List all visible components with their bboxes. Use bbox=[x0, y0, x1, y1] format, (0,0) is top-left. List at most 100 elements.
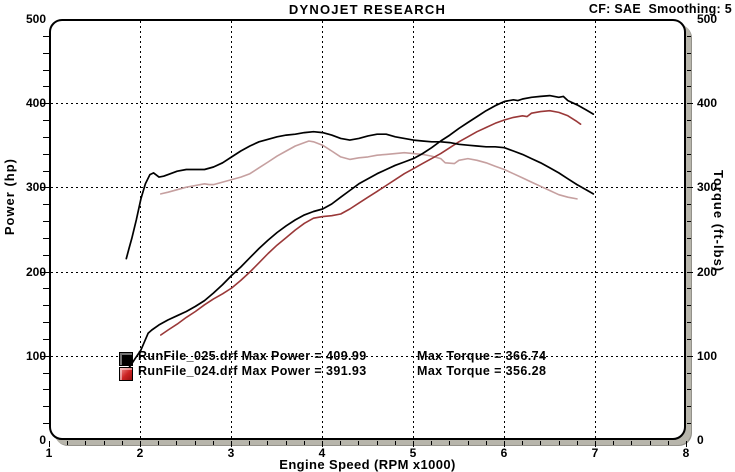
gridline-horizontal-100 bbox=[51, 355, 684, 357]
left-axis-tick bbox=[43, 136, 49, 138]
bottom-axis-tick bbox=[504, 441, 505, 447]
rpm-axis-tick-label-2: 2 bbox=[136, 446, 144, 460]
right-axis-tick bbox=[687, 355, 693, 357]
bottom-axis-tick bbox=[267, 441, 269, 445]
right-axis-tick bbox=[687, 153, 691, 155]
bottom-axis-tick bbox=[449, 441, 451, 445]
bottom-axis-tick bbox=[467, 441, 469, 445]
bottom-axis-tick bbox=[49, 441, 50, 447]
right-axis-tick bbox=[687, 86, 691, 88]
power-axis-tick-label-0: 0 bbox=[39, 433, 46, 447]
power-axis-tick-label-300: 300 bbox=[25, 180, 46, 195]
gridline-vertical-7 bbox=[595, 21, 596, 439]
torque-axis-tick-label-200: 200 bbox=[697, 264, 718, 279]
left-axis-tick bbox=[43, 305, 49, 307]
right-axis-tick bbox=[687, 406, 691, 408]
bottom-axis-tick bbox=[667, 441, 669, 445]
bottom-axis-tick bbox=[303, 441, 305, 445]
bottom-axis-tick bbox=[249, 441, 251, 445]
rpm-axis-tick-label-7: 7 bbox=[591, 446, 599, 460]
right-axis-tick bbox=[687, 170, 691, 172]
power-axis-tick-label-400: 400 bbox=[25, 96, 46, 111]
gridline-horizontal-300 bbox=[51, 187, 684, 189]
gridline-vertical-2 bbox=[140, 21, 141, 439]
left-axis-tick bbox=[43, 322, 49, 324]
curve-runfile024-power bbox=[160, 109, 582, 336]
left-axis-tick bbox=[43, 338, 49, 340]
left-axis-tick bbox=[43, 237, 49, 239]
bottom-axis-tick bbox=[631, 441, 633, 445]
left-axis-tick bbox=[43, 86, 49, 88]
right-axis-tick bbox=[687, 69, 691, 71]
right-axis-tick bbox=[687, 322, 691, 324]
right-axis-tick bbox=[687, 305, 691, 307]
torque-axis-title: Torque (ft-lbs) bbox=[711, 170, 726, 273]
left-axis-tick bbox=[43, 254, 49, 256]
left-axis-tick bbox=[43, 423, 49, 425]
left-axis-tick bbox=[40, 187, 49, 189]
left-axis-tick bbox=[43, 69, 49, 71]
legend-swatch-runfile025 bbox=[119, 352, 133, 366]
legend-max-torque-runfile024: Max Torque = 356.28 bbox=[417, 364, 547, 378]
gridline-vertical-3 bbox=[231, 21, 232, 439]
power-axis-tick-label-500: 500 bbox=[25, 12, 46, 26]
chart-title: DYNOJET RESEARCH bbox=[288, 2, 447, 17]
bottom-axis-tick bbox=[376, 441, 378, 445]
bottom-axis-tick bbox=[285, 441, 287, 445]
left-axis-tick bbox=[43, 406, 49, 408]
torque-axis-tick-label-500: 500 bbox=[697, 12, 718, 26]
power-axis-title: Power (hp) bbox=[2, 158, 17, 236]
left-axis-tick bbox=[43, 389, 49, 391]
bottom-axis-tick bbox=[649, 441, 651, 445]
right-axis-tick bbox=[687, 372, 691, 374]
bottom-axis-tick bbox=[358, 441, 360, 445]
bottom-axis-tick bbox=[231, 441, 232, 447]
bottom-axis-tick bbox=[140, 441, 141, 447]
left-axis-tick bbox=[43, 153, 49, 155]
dyno-curves bbox=[122, 94, 595, 378]
bottom-axis-tick bbox=[340, 441, 342, 445]
torque-axis-tick-label-100: 100 bbox=[697, 348, 718, 363]
curve-runfile025-power bbox=[122, 94, 595, 378]
bottom-axis-tick bbox=[540, 441, 542, 445]
bottom-axis-tick bbox=[121, 441, 123, 445]
right-axis-tick bbox=[687, 204, 691, 206]
gridline-vertical-6 bbox=[504, 21, 505, 439]
left-axis-tick bbox=[40, 355, 49, 357]
bottom-axis-tick bbox=[212, 441, 214, 445]
left-axis-tick bbox=[43, 288, 49, 290]
right-axis-tick bbox=[687, 187, 693, 189]
torque-axis-tick-label-300: 300 bbox=[697, 180, 718, 195]
bottom-axis-tick bbox=[67, 441, 69, 445]
bottom-axis-tick bbox=[158, 441, 160, 445]
rpm-axis-tick-label-1: 1 bbox=[45, 446, 53, 460]
gridline-horizontal-200 bbox=[51, 271, 684, 273]
bottom-axis-tick bbox=[194, 441, 196, 445]
bottom-axis-tick bbox=[413, 441, 414, 447]
left-axis-tick bbox=[40, 271, 49, 273]
rpm-axis-tick-label-8: 8 bbox=[682, 446, 690, 460]
legend-label-runfile024: RunFile_024.drf Max Power = 391.93 bbox=[138, 364, 367, 378]
right-axis-tick bbox=[687, 103, 693, 105]
right-axis-tick bbox=[687, 221, 691, 223]
curve-runfile025-torque bbox=[125, 130, 595, 260]
legend-max-torque-runfile025: Max Torque = 366.74 bbox=[417, 349, 547, 363]
legend-label-runfile025: RunFile_025.drf Max Power = 409.99 bbox=[138, 349, 367, 363]
power-axis-tick-label-100: 100 bbox=[25, 348, 46, 363]
right-axis-tick bbox=[687, 288, 691, 290]
left-axis-tick bbox=[43, 120, 49, 122]
bottom-axis-tick bbox=[176, 441, 178, 445]
gridline-vertical-4 bbox=[322, 21, 323, 439]
rpm-axis-tick-label-3: 3 bbox=[227, 446, 235, 460]
bottom-axis-tick bbox=[558, 441, 560, 445]
gridline-horizontal-400 bbox=[51, 103, 684, 105]
right-axis-tick bbox=[687, 136, 691, 138]
bottom-axis-tick bbox=[686, 441, 687, 447]
left-axis-tick bbox=[43, 204, 49, 206]
bottom-axis-tick bbox=[522, 441, 524, 445]
left-axis-tick bbox=[40, 103, 49, 105]
right-axis-tick bbox=[687, 35, 691, 37]
right-axis-tick bbox=[687, 271, 693, 273]
bottom-axis-tick bbox=[595, 441, 596, 447]
